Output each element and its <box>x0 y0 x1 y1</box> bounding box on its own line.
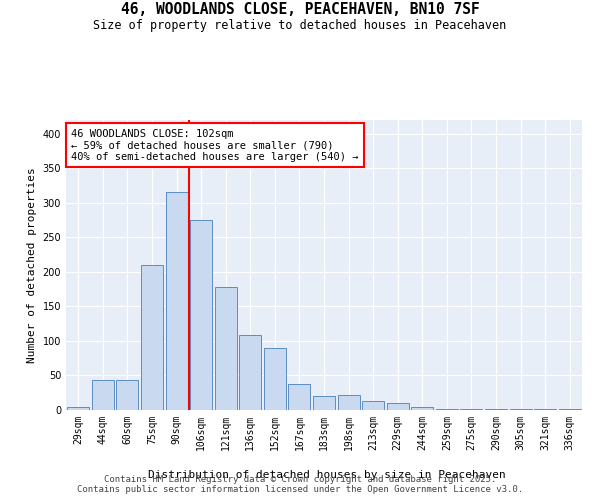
Bar <box>116 380 139 410</box>
Bar <box>141 265 163 410</box>
Bar <box>460 408 482 410</box>
Bar <box>264 348 286 410</box>
Bar <box>485 408 507 410</box>
Bar <box>313 396 335 410</box>
Bar <box>559 408 581 410</box>
Bar <box>362 401 384 410</box>
Bar <box>289 384 310 410</box>
Text: 46 WOODLANDS CLOSE: 102sqm
← 59% of detached houses are smaller (790)
40% of sem: 46 WOODLANDS CLOSE: 102sqm ← 59% of deta… <box>71 128 359 162</box>
Text: Size of property relative to detached houses in Peacehaven: Size of property relative to detached ho… <box>94 19 506 32</box>
Bar <box>166 192 188 410</box>
Bar <box>386 403 409 410</box>
Bar <box>436 408 458 410</box>
Bar <box>215 287 237 410</box>
Bar <box>411 406 433 410</box>
Y-axis label: Number of detached properties: Number of detached properties <box>27 167 37 363</box>
Bar <box>239 336 262 410</box>
Bar <box>92 380 114 410</box>
Text: Contains HM Land Registry data © Crown copyright and database right 2025.
Contai: Contains HM Land Registry data © Crown c… <box>77 474 523 494</box>
Bar <box>190 220 212 410</box>
Text: 46, WOODLANDS CLOSE, PEACEHAVEN, BN10 7SF: 46, WOODLANDS CLOSE, PEACEHAVEN, BN10 7S… <box>121 2 479 18</box>
Text: Distribution of detached houses by size in Peacehaven: Distribution of detached houses by size … <box>148 470 506 480</box>
Bar <box>67 406 89 410</box>
Bar <box>338 395 359 410</box>
